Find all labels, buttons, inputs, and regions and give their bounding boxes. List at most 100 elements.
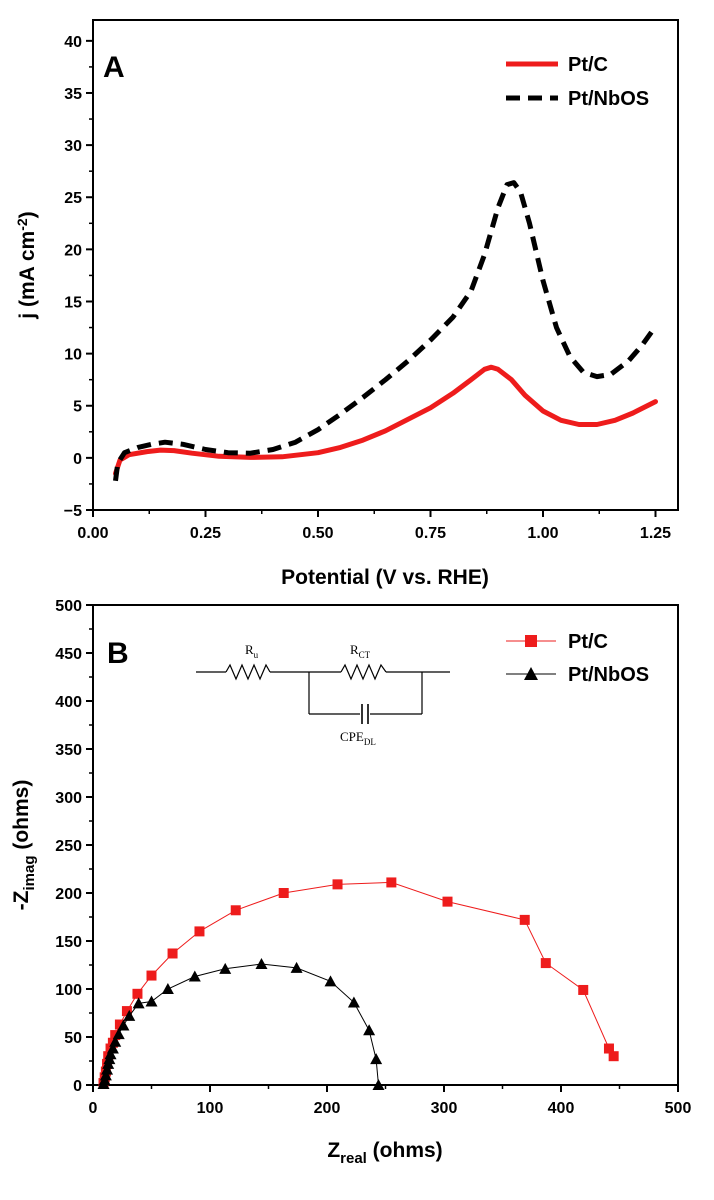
data-point-pt-c	[578, 984, 589, 995]
equivalent-circuit	[196, 663, 450, 724]
data-point-pt-nbos	[104, 1048, 117, 1060]
panel-a-y-tick-label: 0	[73, 451, 82, 468]
data-point-pt-nbos	[347, 996, 360, 1008]
panel-a-x-tick-label: 1.25	[640, 525, 671, 542]
data-point-pt-c	[332, 879, 343, 890]
data-point-pt-c	[386, 877, 397, 888]
series-line-pt-nbos	[103, 963, 379, 1086]
panel-b-y-tick-label: 250	[55, 838, 82, 855]
data-point-pt-c	[121, 1006, 132, 1017]
panel-b-y-tick-label: 300	[55, 790, 82, 807]
panel-a-y-axis-title: j (mA cm-2)	[14, 211, 39, 319]
data-point-pt-nbos	[188, 970, 201, 982]
data-point-pt-c	[194, 926, 205, 937]
data-point-pt-c	[114, 1019, 125, 1030]
data-point-pt-c	[442, 896, 453, 907]
panel-b-x-tick-label: 500	[665, 1100, 692, 1117]
panel-a-x-tick-label: 0.25	[190, 525, 221, 542]
data-point-pt-c	[230, 905, 241, 916]
circuit-label-cpe: CPEDL	[340, 729, 376, 747]
data-point-pt-nbos	[132, 997, 145, 1009]
series-line-pt-c	[113, 364, 658, 476]
data-point-pt-nbos	[112, 1028, 125, 1040]
data-point-pt-nbos	[117, 1019, 130, 1031]
data-point-pt-nbos	[161, 983, 174, 994]
legend-marker-pt-c	[525, 635, 537, 647]
panel-a-series	[113, 180, 658, 482]
panel-b-series	[97, 877, 619, 1090]
circuit-label-rct: RCT	[350, 642, 371, 660]
data-point-pt-nbos	[363, 1024, 376, 1036]
panel-b-y-tick-label: 100	[55, 982, 82, 999]
data-point-pt-c	[146, 970, 157, 981]
panel-a-label: A	[103, 51, 125, 84]
data-point-pt-nbos	[324, 975, 337, 987]
panel-a-y-tick-label: 35	[64, 86, 82, 103]
data-point-pt-c	[167, 948, 178, 959]
panel-b-y-tick-label: 500	[55, 598, 82, 615]
panel-a-frame	[92, 19, 679, 511]
panel-a-x-tick-label: 0.50	[302, 525, 333, 542]
data-point-pt-nbos	[145, 995, 158, 1007]
data-point-pt-c	[278, 888, 289, 898]
data-point-pt-c	[608, 1051, 619, 1062]
series-line-pt-c	[103, 881, 615, 1084]
panel-b: 0 100 200 300 400 500 0 50 100 150 200 250 300 350 400…	[10, 598, 691, 1167]
panel-b-x-tick-label: 0	[89, 1100, 98, 1117]
panel-a-y-tick-label: 30	[64, 138, 82, 155]
panel-a: 0.00 0.25 0.50 0.75 1.00 1.25 −5 0 5 10 15 20 25 30 35…	[14, 19, 679, 589]
panel-b-x-tick-label: 400	[548, 1100, 575, 1117]
data-point-pt-c	[519, 914, 530, 925]
data-point-pt-nbos	[255, 958, 268, 970]
panel-a-x-axis-title: Potential (V vs. RHE)	[281, 566, 489, 589]
data-point-pt-nbos	[109, 1035, 122, 1047]
resistor-ru	[225, 663, 271, 681]
panel-b-x-tick-label: 300	[431, 1100, 458, 1117]
panel-a-y-tick-label: 20	[64, 242, 82, 259]
panel-b-y-tick-label: 0	[73, 1078, 82, 1095]
panel-a-x-tick-label: 1.00	[527, 525, 558, 542]
panel-a-legend: Pt/C Pt/NbOS	[506, 54, 649, 110]
data-point-pt-nbos	[99, 1069, 112, 1081]
legend-label-pt-c: Pt/C	[568, 631, 608, 653]
data-point-pt-nbos	[370, 1053, 383, 1065]
panel-a-x-tick-label: 0.75	[415, 525, 446, 542]
panel-a-x-tick-label: 0.00	[77, 525, 108, 542]
series-line-pt-nbos	[113, 180, 658, 482]
panel-a-y-tick-label: 10	[64, 347, 82, 364]
data-point-pt-c	[540, 958, 551, 969]
panel-a-y-tick-label: 5	[73, 399, 82, 416]
data-point-pt-c	[603, 1043, 614, 1054]
panel-b-y-tick-label: 50	[64, 1030, 82, 1047]
panel-b-y-axis-title: -Zimag (ohms)	[10, 780, 38, 911]
data-point-pt-nbos	[123, 1009, 136, 1021]
panel-a-y-tick-label: −5	[64, 503, 82, 520]
panel-b-y-tick-label: 200	[55, 886, 82, 903]
data-point-pt-nbos	[106, 1042, 119, 1054]
panel-b-ticks: 0 100 200 300 400 500 0 50 100 150 200 250 300 350 400…	[55, 598, 691, 1117]
panel-b-y-tick-label: 350	[55, 742, 82, 759]
panel-a-ticks: 0.00 0.25 0.50 0.75 1.00 1.25 −5 0 5 10 15 20 25 30 35…	[64, 34, 671, 542]
panel-a-y-tick-label: 15	[64, 294, 82, 311]
legend-label-pt-nbos: Pt/NbOS	[568, 88, 649, 110]
data-point-pt-c	[132, 988, 143, 999]
panel-b-label: B	[107, 637, 129, 670]
data-point-pt-nbos	[372, 1079, 385, 1090]
data-point-pt-nbos	[290, 961, 303, 973]
panel-a-y-tick-label: 25	[64, 190, 82, 207]
legend-label-pt-nbos: Pt/NbOS	[568, 664, 649, 686]
panel-b-y-tick-label: 400	[55, 694, 82, 711]
legend-label-pt-c: Pt/C	[568, 54, 608, 76]
legend-marker-pt-nbos	[524, 667, 538, 680]
data-point-pt-nbos	[101, 1063, 114, 1075]
panel-b-legend: Pt/C Pt/NbOS	[506, 631, 649, 686]
panel-b-x-tick-label: 100	[197, 1100, 224, 1117]
panel-b-y-tick-label: 150	[55, 934, 82, 951]
panel-b-x-axis-title: Zreal (ohms)	[327, 1139, 442, 1167]
panel-a-y-tick-label: 40	[64, 34, 82, 51]
data-point-pt-nbos	[219, 962, 232, 974]
panel-b-y-tick-label: 450	[55, 646, 82, 663]
resistor-rct	[340, 663, 387, 681]
circuit-label-ru: Ru	[245, 642, 259, 660]
